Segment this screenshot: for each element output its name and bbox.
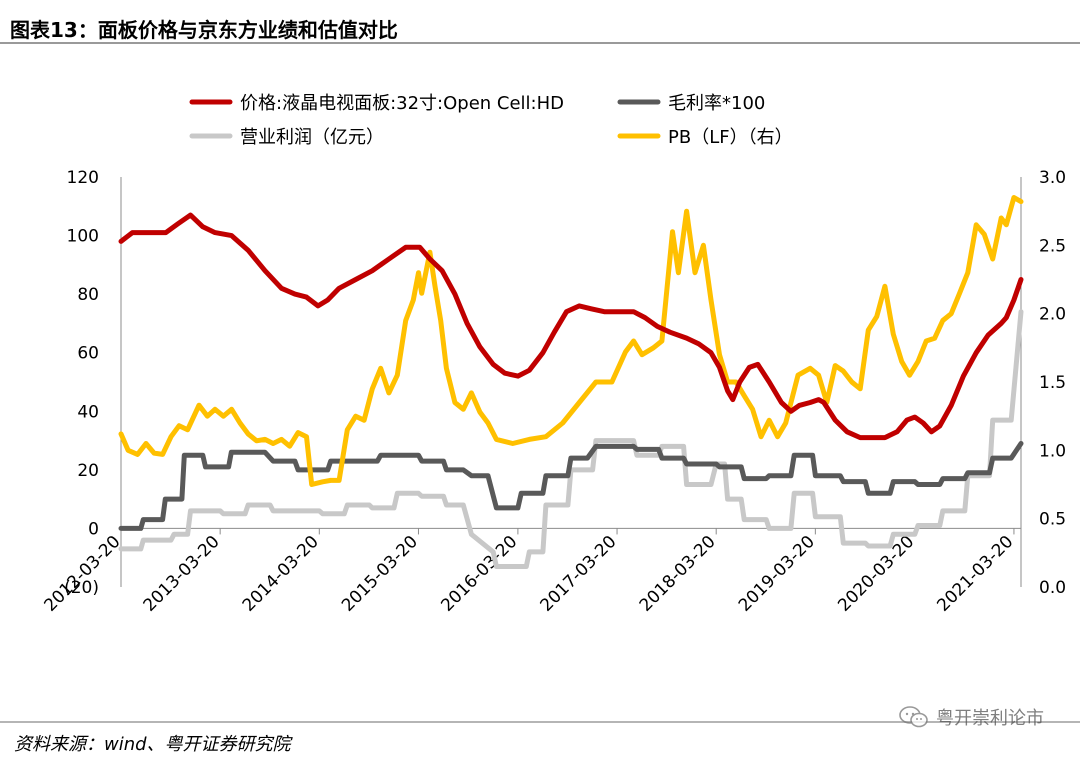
y-left-tick-label: 0 bbox=[88, 519, 99, 539]
x-tick-label: 2017-03-20 bbox=[537, 532, 621, 616]
y-right-tick-label: 3.0 bbox=[1039, 168, 1066, 188]
y-left-tick-label: 100 bbox=[67, 227, 99, 247]
series-line-3 bbox=[118, 195, 1024, 487]
x-tick-label: 2015-03-20 bbox=[338, 532, 422, 616]
series-line-2 bbox=[118, 309, 1024, 569]
legend: 价格:液晶电视面板:32寸:Open Cell:HD 毛利率*100 营业利润（亿元… bbox=[189, 93, 793, 148]
page-title: 图表13：面板价格与京东方业绩和估值对比 bbox=[10, 18, 398, 42]
wechat-icon bbox=[899, 706, 928, 728]
chart-axes: 120 100 80 60 40 20 0 (20) 3.0 2.5 2.0 1.5 1.0 0.5 0.0… bbox=[41, 168, 1067, 616]
y-left-tick-label: 20 bbox=[77, 461, 99, 481]
series-line-0 bbox=[118, 212, 1024, 441]
series-line-1 bbox=[118, 441, 1024, 531]
y-left-tick-label: (20) bbox=[64, 578, 99, 598]
y-right-tick-label: 0.5 bbox=[1039, 510, 1066, 530]
title-divider bbox=[0, 42, 1080, 44]
legend-label: 价格:液晶电视面板:32寸:Open Cell:HD bbox=[240, 93, 564, 114]
line-chart: 价格:液晶电视面板:32寸:Open Cell:HD 毛利率*100 营业利润（亿元… bbox=[41, 93, 1067, 616]
y-left-tick-label: 120 bbox=[67, 168, 99, 188]
legend-label: PB（LF）（右） bbox=[668, 127, 793, 148]
y-left-tick-label: 60 bbox=[77, 344, 99, 364]
watermark: 粤开崇利论市 bbox=[898, 704, 1044, 730]
x-tick-label: 2016-03-20 bbox=[437, 532, 521, 616]
x-tick-label: 2018-03-20 bbox=[636, 532, 720, 616]
footer-divider bbox=[0, 721, 1080, 723]
y-right-tick-label: 1.0 bbox=[1039, 441, 1066, 461]
x-tick-label: 2014-03-20 bbox=[239, 532, 323, 616]
y-left-tick-label: 40 bbox=[77, 402, 99, 422]
y-right-tick-label: 2.0 bbox=[1039, 305, 1066, 325]
y-right-tick-label: 0.0 bbox=[1039, 578, 1066, 598]
x-tick-label: 2012-03-20 bbox=[41, 532, 125, 616]
y-right-tick-label: 1.5 bbox=[1039, 373, 1066, 393]
x-tick-label: 2021-03-20 bbox=[933, 532, 1017, 616]
watermark-text: 粤开崇利论市 bbox=[936, 708, 1044, 729]
y-left-tick-label: 80 bbox=[77, 285, 99, 305]
x-tick-label: 2013-03-20 bbox=[140, 532, 224, 616]
legend-label: 毛利率*100 bbox=[668, 93, 765, 114]
x-tick-label: 2019-03-20 bbox=[735, 532, 819, 616]
chart-lines bbox=[118, 195, 1024, 569]
source-note: 资料来源：wind、粤开证券研究院 bbox=[14, 734, 291, 755]
y-right-tick-label: 2.5 bbox=[1039, 236, 1066, 256]
legend-label: 营业利润（亿元） bbox=[240, 127, 384, 148]
